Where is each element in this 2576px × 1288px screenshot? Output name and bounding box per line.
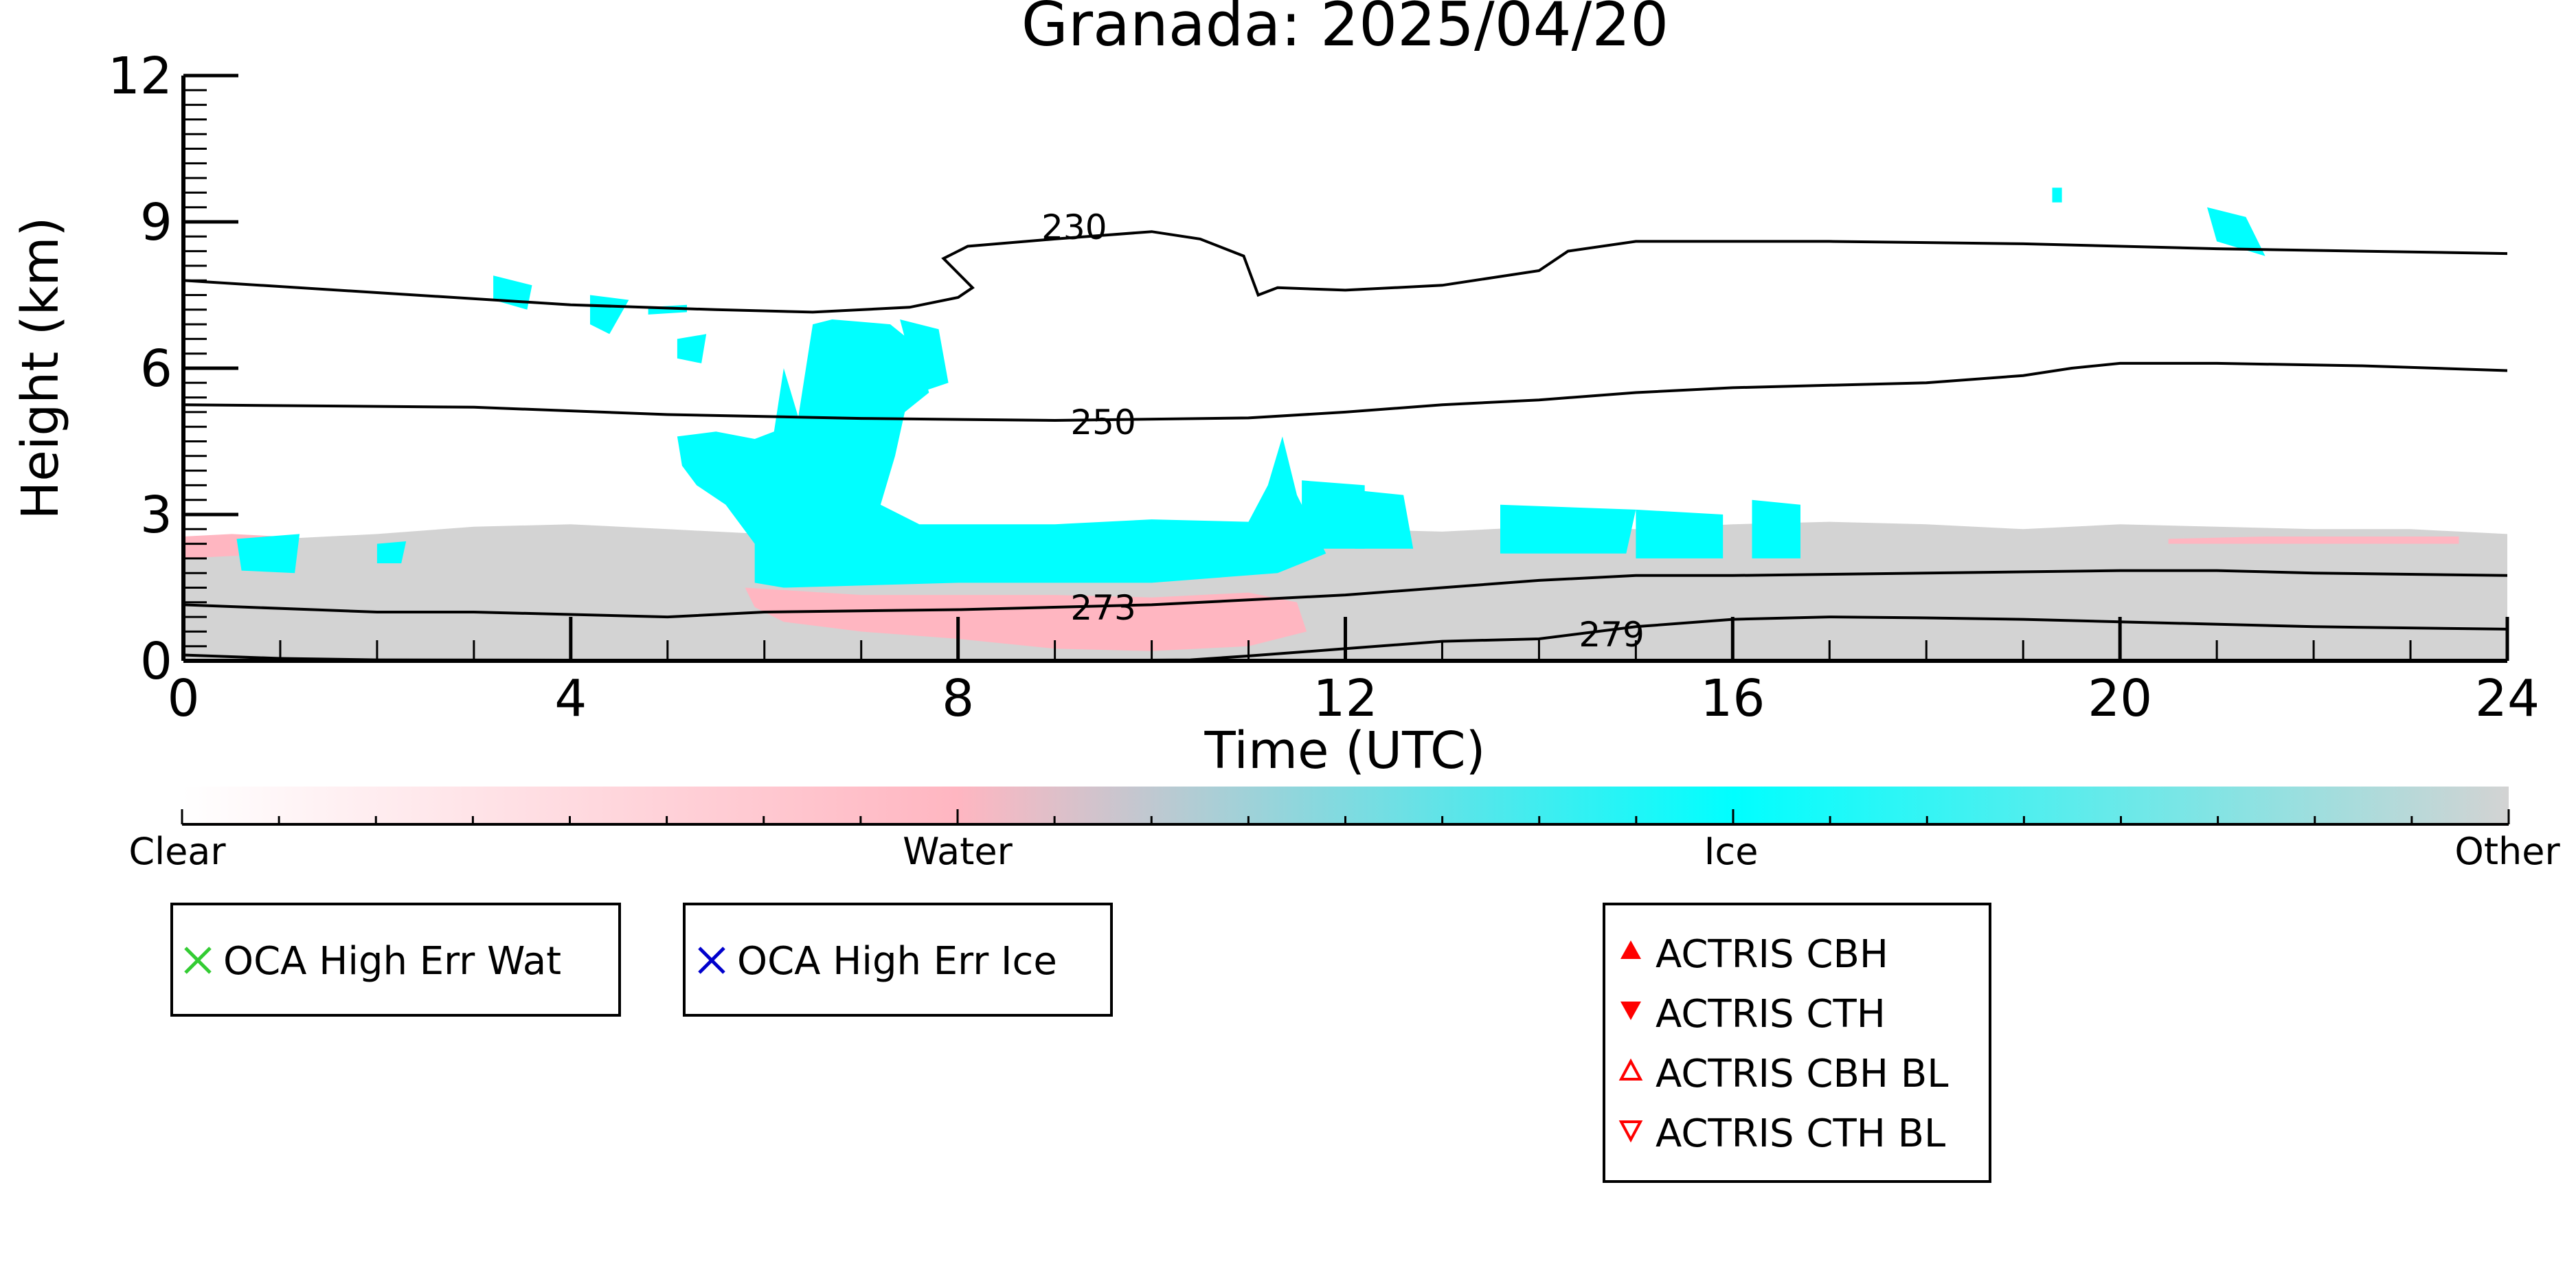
legend-label: OCA High Err Ice <box>737 939 1057 984</box>
x-tick-label: 24 <box>2475 669 2540 728</box>
x-icon <box>184 947 212 974</box>
region-ice <box>1355 490 1414 549</box>
legend-box <box>170 903 621 1017</box>
region-ice <box>590 295 629 335</box>
y-tick-label: 6 <box>140 339 172 398</box>
legend-label: OCA High Err Wat <box>223 939 561 984</box>
region-ice <box>1500 504 1636 554</box>
x-tick-label: 16 <box>1700 669 1765 728</box>
contour-line-273 <box>183 569 2507 619</box>
region-ice <box>900 319 949 393</box>
y-tick-label: 9 <box>140 193 172 252</box>
y-axis-label: Height (km) <box>11 217 70 520</box>
region-ice <box>2207 207 2266 256</box>
contour-label-230: 230 <box>1041 207 1107 247</box>
colorbar-ticks <box>181 809 2510 826</box>
colorbar-label-clear: Clear <box>128 830 226 873</box>
legend-oca-water: OCA High Err Wat <box>170 903 621 1017</box>
contour-line-250 <box>183 361 2507 422</box>
y-tick-label: 3 <box>140 486 172 545</box>
region-ice <box>677 334 707 363</box>
filled-triangle-up-icon <box>1620 940 1641 959</box>
region-ice <box>2052 188 2062 203</box>
legend-label: ACTRIS CBH <box>1656 932 1888 977</box>
filled-triangle-down-icon <box>1620 1002 1641 1020</box>
y-tick-label: 12 <box>108 47 172 106</box>
legend-label: ACTRIS CTH <box>1656 992 1886 1037</box>
colorbar-label-water: Water <box>903 830 1013 873</box>
contour-label-273: 273 <box>1070 588 1136 628</box>
x-tick-label: 4 <box>554 669 587 728</box>
open-triangle-down-icon <box>1618 1120 1643 1143</box>
y-tick-label: 0 <box>140 632 172 691</box>
x-axis-label: Time (UTC) <box>1204 721 1485 780</box>
cloud-classification-field <box>183 188 2507 661</box>
colorbar-label-ice: Ice <box>1704 830 1759 873</box>
legend-label: ACTRIS CBH BL <box>1656 1052 1948 1096</box>
region-ice <box>493 275 532 310</box>
x-tick-label: 20 <box>2088 669 2152 728</box>
contour-line-230 <box>183 230 2507 314</box>
legend-box <box>1603 903 1991 1183</box>
open-triangle-up-icon <box>1618 1058 1643 1081</box>
colorbar-label-other: Other <box>2454 830 2560 873</box>
chart-title: Granada: 2025/04/20 <box>1021 0 1669 60</box>
region-ice <box>1302 480 1365 549</box>
legend-actris: ACTRIS CBH ACTRIS CTH ACTRIS CBH BL ACTR… <box>1603 903 1991 1183</box>
colorbar: Clear Water Ice Other <box>128 787 2560 873</box>
x-axis-ticks: 0 4 8 12 16 20 24 <box>167 617 2540 728</box>
legend-box <box>683 903 1113 1017</box>
x-icon <box>698 947 725 974</box>
region-ice <box>1752 499 1800 558</box>
legend-label: ACTRIS CTH BL <box>1656 1111 1945 1156</box>
region-water <box>2168 536 2459 544</box>
region-ice <box>1636 509 1724 558</box>
contour-labels: 230 250 273 279 <box>1041 207 1645 655</box>
contour-label-279: 279 <box>1579 615 1644 655</box>
region-ice <box>236 534 300 574</box>
region-ice <box>376 541 407 563</box>
contour-label-250: 250 <box>1070 403 1136 442</box>
region-ice <box>677 319 1326 588</box>
x-tick-label: 8 <box>942 669 974 728</box>
y-axis-ticks: 0 3 6 9 12 <box>108 47 238 691</box>
x-tick-label: 12 <box>1313 669 1377 728</box>
x-tick-label: 0 <box>167 669 199 728</box>
temperature-contours <box>183 230 2507 661</box>
legend-oca-ice: OCA High Err Ice <box>683 903 1113 1017</box>
